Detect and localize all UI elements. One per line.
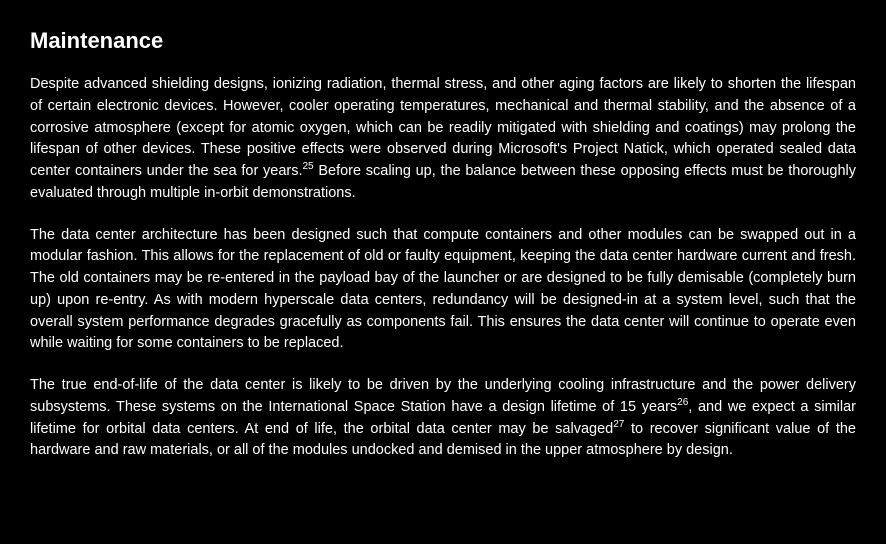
- paragraph-1: Despite advanced shielding designs, ioni…: [30, 74, 856, 205]
- footnote-ref: 25: [303, 161, 314, 172]
- footnote-ref: 27: [613, 419, 624, 430]
- footnote-ref: 26: [677, 397, 688, 408]
- paragraph-3: The true end-of-life of the data center …: [30, 375, 856, 462]
- section-heading: Maintenance: [30, 28, 856, 54]
- paragraph-2: The data center architecture has been de…: [30, 225, 856, 356]
